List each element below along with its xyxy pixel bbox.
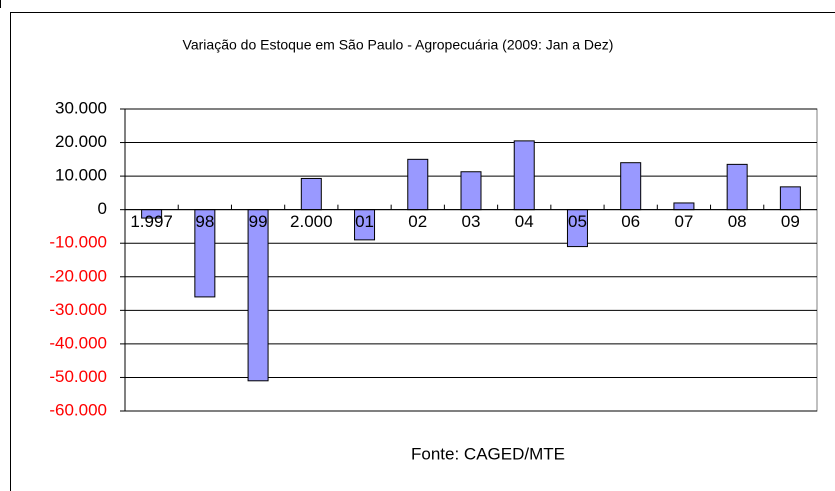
bar	[513, 140, 535, 211]
x-tick-label: 2.000	[290, 212, 333, 231]
x-tick-label: 06	[621, 212, 640, 231]
x-tick-label: 09	[781, 212, 800, 231]
y-tick-label: 10.000	[55, 166, 107, 185]
y-tick-label: 0	[98, 199, 107, 218]
x-tick-label: 98	[195, 212, 214, 231]
bar	[407, 158, 429, 211]
x-tick-label: 07	[674, 212, 693, 231]
chart-title: Variação do Estoque em São Paulo - Agrop…	[183, 37, 614, 53]
bar	[779, 186, 801, 211]
x-tick-label: 99	[249, 212, 268, 231]
bar	[673, 202, 695, 211]
bar	[460, 171, 482, 211]
x-tick-label: 1.997	[130, 212, 173, 231]
y-tick-label: -60.000	[49, 400, 107, 419]
x-tick-label: 02	[408, 212, 427, 231]
x-tick-label: 05	[568, 212, 587, 231]
y-tick-label: -20.000	[49, 266, 107, 285]
source-note: Fonte: CAGED/MTE	[411, 444, 565, 463]
x-tick-label: 01	[355, 212, 374, 231]
plot-area	[124, 108, 818, 412]
x-tick-label: 08	[728, 212, 747, 231]
bar	[247, 209, 269, 382]
y-tick-label: -40.000	[49, 333, 107, 352]
x-tick-label: 04	[515, 212, 534, 231]
y-tick-label: -30.000	[49, 300, 107, 319]
x-tick-label: 03	[462, 212, 481, 231]
bar	[620, 162, 642, 211]
y-tick-label: 20.000	[55, 132, 107, 151]
y-tick-label: -10.000	[49, 233, 107, 252]
y-tick-label: -50.000	[49, 367, 107, 386]
y-tick-label: 30.000	[55, 98, 107, 117]
bar	[300, 177, 322, 211]
bar	[726, 163, 748, 211]
